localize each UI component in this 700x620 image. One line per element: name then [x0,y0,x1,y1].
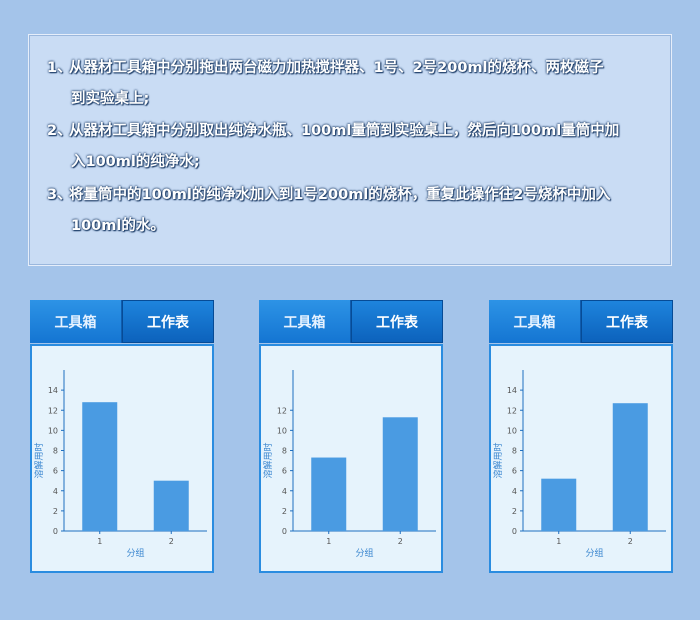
bar-1 [82,402,118,531]
x-tick-label: 2 [398,537,403,546]
tab-toolbox[interactable]: 工具箱 [489,300,581,343]
y-axis-title: 溶解用时 [33,442,45,478]
instruction-step-1: 1、从器材工具箱中分别拖出两台磁力加热搅拌器、1号、2号200ml的烧杯、两枚磁… [47,53,647,115]
y-tick-label: 0 [282,527,287,536]
y-tick-label: 12 [507,406,517,415]
y-tick-label: 10 [48,426,58,435]
x-axis-title: 分组 [355,547,373,559]
x-tick-label: 2 [169,537,174,546]
worksheet-panel-1: 工具箱 工作表 0 2 4 6 8 10 12 14 1 2 分组 溶解用时 [30,300,214,573]
tab-toolbox[interactable]: 工具箱 [259,300,351,343]
chart-area: 0 2 4 6 8 10 12 14 1 2 分组 溶解用时 [489,344,673,573]
step-number: 1、 [47,60,72,76]
y-tick-label: 10 [507,426,517,435]
y-tick-label: 2 [282,507,287,516]
panel-tabs: 工具箱 工作表 [489,300,673,343]
panel-tabs: 工具箱 工作表 [259,300,443,343]
y-axis-title: 溶解用时 [262,442,274,478]
y-tick-label: 8 [282,447,287,456]
bar-2 [612,403,648,531]
bar-2 [153,480,189,531]
x-tick-label: 1 [326,537,331,546]
step-text: 从器材工具箱中分别拖出两台磁力加热搅拌器、1号、2号200ml的烧杯、两枚磁子 [69,60,604,76]
step-text: 从器材工具箱中分别取出纯净水瓶、100ml量筒到实验桌上，然后向100ml量筒中… [69,123,620,139]
instruction-step-3: 3、将量筒中的100ml的纯净水加入到1号200ml的烧杯，重复此操作往2号烧杯… [47,180,647,242]
step-number: 3、 [47,187,72,203]
y-tick-label: 4 [512,487,517,496]
y-tick-label: 4 [282,487,287,496]
y-tick-label: 10 [277,426,287,435]
y-tick-label: 14 [48,386,58,395]
step-text-continued: 入100ml的纯净水; [71,154,200,170]
tab-worksheet[interactable]: 工作表 [122,300,214,343]
tab-worksheet[interactable]: 工作表 [351,300,443,343]
y-tick-label: 0 [512,527,517,536]
x-tick-label: 2 [628,537,633,546]
instruction-step-2: 2、从器材工具箱中分别取出纯净水瓶、100ml量筒到实验桌上，然后向100ml量… [47,116,647,178]
y-tick-label: 2 [53,507,58,516]
tab-worksheet[interactable]: 工作表 [581,300,673,343]
y-tick-label: 6 [282,467,287,476]
y-tick-label: 8 [53,447,58,456]
step-text-continued: 到实验桌上; [71,91,150,107]
y-tick-label: 8 [512,447,517,456]
y-tick-label: 6 [53,467,58,476]
y-tick-label: 6 [512,467,517,476]
bar-2 [382,417,418,531]
step-number: 2、 [47,123,72,139]
y-tick-label: 2 [512,507,517,516]
y-tick-label: 14 [507,386,517,395]
panel-tabs: 工具箱 工作表 [30,300,214,343]
y-axis-title: 溶解用时 [492,442,504,478]
y-tick-label: 4 [53,487,58,496]
chart-area: 0 2 4 6 8 10 12 1 2 分组 溶解用时 [259,344,443,573]
worksheet-panel-2: 工具箱 工作表 0 2 4 6 8 10 12 1 2 分组 溶解用时 [259,300,443,573]
y-tick-label: 0 [53,527,58,536]
x-axis-title: 分组 [585,547,603,559]
worksheet-panel-3: 工具箱 工作表 0 2 4 6 8 10 12 14 1 2 分组 溶解用时 [489,300,673,573]
y-tick-label: 12 [277,406,287,415]
bar-1 [541,478,577,531]
chart-area: 0 2 4 6 8 10 12 14 1 2 分组 溶解用时 [30,344,214,573]
tab-toolbox[interactable]: 工具箱 [30,300,122,343]
x-axis-title: 分组 [126,547,144,559]
step-text-continued: 100ml的水。 [71,218,165,234]
y-tick-label: 12 [48,406,58,415]
step-text: 将量筒中的100ml的纯净水加入到1号200ml的烧杯，重复此操作往2号烧杯中加… [69,187,611,203]
bar-1 [311,457,347,531]
x-tick-label: 1 [556,537,561,546]
x-tick-label: 1 [97,537,102,546]
instructions-panel: 1、从器材工具箱中分别拖出两台磁力加热搅拌器、1号、2号200ml的烧杯、两枚磁… [28,34,672,266]
